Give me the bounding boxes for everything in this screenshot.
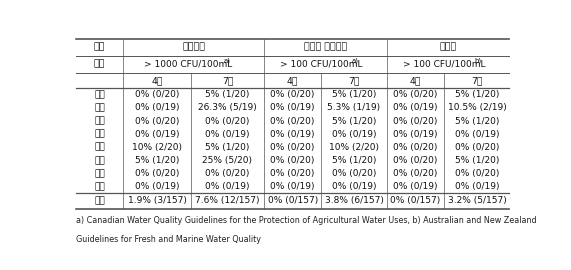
Text: 25% (5/20): 25% (5/20) [203,156,252,165]
Text: 5% (1/20): 5% (1/20) [135,156,179,165]
Text: > 1000 CFU/100mL: > 1000 CFU/100mL [144,60,232,69]
Text: 0% (0/19): 0% (0/19) [135,130,179,139]
Text: 0% (0/20): 0% (0/20) [271,90,315,99]
Text: 0% (0/20): 0% (0/20) [271,169,315,178]
Text: 1.9% (3/157): 1.9% (3/157) [128,196,187,205]
Text: 7월: 7월 [348,76,360,85]
Text: 0% (0/20): 0% (0/20) [271,117,315,126]
Text: 충북: 충북 [94,117,105,126]
Text: > 100 CFU/100mL: > 100 CFU/100mL [403,60,486,69]
Text: a): a) [352,58,359,64]
Text: 경남: 경남 [94,182,105,191]
Text: 0% (0/19): 0% (0/19) [393,130,438,139]
Text: 0% (0/20): 0% (0/20) [393,156,437,165]
Text: 0% (0/19): 0% (0/19) [205,182,250,191]
Text: 5% (1/20): 5% (1/20) [332,156,376,165]
Text: 구분: 구분 [94,43,106,52]
Text: 경기: 경기 [94,90,105,99]
Text: 3.8% (6/157): 3.8% (6/157) [325,196,384,205]
Text: 5% (1/20): 5% (1/20) [205,143,250,152]
Text: 0% (0/19): 0% (0/19) [332,130,376,139]
Text: 0% (0/19): 0% (0/19) [271,182,315,191]
Text: 4월: 4월 [287,76,298,85]
Text: 0% (0/19): 0% (0/19) [135,103,179,113]
Text: 10% (2/20): 10% (2/20) [132,143,182,152]
Text: 0% (0/157): 0% (0/157) [267,196,318,205]
Text: Guidelines for Fresh and Marine Water Quality: Guidelines for Fresh and Marine Water Qu… [76,235,261,244]
Text: 충남: 충남 [94,130,105,139]
Text: 0% (0/20): 0% (0/20) [271,143,315,152]
Text: 0% (0/20): 0% (0/20) [332,169,376,178]
Text: 5% (1/20): 5% (1/20) [205,90,250,99]
Text: > 100 CFU/100mL: > 100 CFU/100mL [280,60,363,69]
Text: 강원: 강원 [94,103,105,113]
Text: 0% (0/157): 0% (0/157) [391,196,441,205]
Text: 5.3% (1/19): 5.3% (1/19) [328,103,381,113]
Text: a): a) [224,58,231,64]
Text: 5% (1/20): 5% (1/20) [332,117,376,126]
Text: a) Canadian Water Quality Guidelines for the Protection of Agricultural Water Us: a) Canadian Water Quality Guidelines for… [76,216,536,225]
Text: 26.3% (5/19): 26.3% (5/19) [198,103,257,113]
Text: 합계: 합계 [94,196,105,205]
Text: 0% (0/20): 0% (0/20) [393,117,437,126]
Text: 7월: 7월 [471,76,482,85]
Text: 5% (1/20): 5% (1/20) [332,90,376,99]
Text: 5% (1/20): 5% (1/20) [455,117,499,126]
Text: 3.2% (5/157): 3.2% (5/157) [448,196,506,205]
Text: 5% (1/20): 5% (1/20) [455,156,499,165]
Text: 기준: 기준 [94,60,106,69]
Text: 대장균군: 대장균군 [182,43,205,52]
Text: 0% (0/20): 0% (0/20) [205,169,250,178]
Text: 전북: 전북 [94,143,105,152]
Text: b): b) [475,58,482,64]
Text: 대장균: 대장균 [440,43,457,52]
Text: 4월: 4월 [410,76,421,85]
Text: 0% (0/19): 0% (0/19) [455,182,499,191]
Text: 0% (0/20): 0% (0/20) [205,117,250,126]
Text: 0% (0/19): 0% (0/19) [332,182,376,191]
Text: 0% (0/20): 0% (0/20) [455,169,499,178]
Text: 전남: 전남 [94,156,105,165]
Text: 7월: 7월 [222,76,233,85]
Text: 0% (0/19): 0% (0/19) [135,182,179,191]
Text: 0% (0/20): 0% (0/20) [135,117,179,126]
Text: 10.5% (2/19): 10.5% (2/19) [448,103,506,113]
Text: 0% (0/20): 0% (0/20) [271,156,315,165]
Text: 분원성 대장균군: 분원성 대장균군 [304,43,347,52]
Text: 0% (0/19): 0% (0/19) [205,130,250,139]
Text: 10% (2/20): 10% (2/20) [329,143,379,152]
Text: 0% (0/20): 0% (0/20) [135,90,179,99]
Text: 0% (0/19): 0% (0/19) [271,103,315,113]
Text: 0% (0/20): 0% (0/20) [135,169,179,178]
Text: 0% (0/19): 0% (0/19) [271,130,315,139]
Text: 0% (0/20): 0% (0/20) [455,143,499,152]
Text: 0% (0/20): 0% (0/20) [393,169,437,178]
Text: 0% (0/20): 0% (0/20) [393,90,437,99]
Text: 5% (1/20): 5% (1/20) [455,90,499,99]
Text: 0% (0/19): 0% (0/19) [455,130,499,139]
Text: 0% (0/19): 0% (0/19) [393,103,438,113]
Text: 7.6% (12/157): 7.6% (12/157) [195,196,260,205]
Text: 0% (0/19): 0% (0/19) [393,182,438,191]
Text: 0% (0/20): 0% (0/20) [393,143,437,152]
Text: 경북: 경북 [94,169,105,178]
Text: 4월: 4월 [151,76,163,85]
